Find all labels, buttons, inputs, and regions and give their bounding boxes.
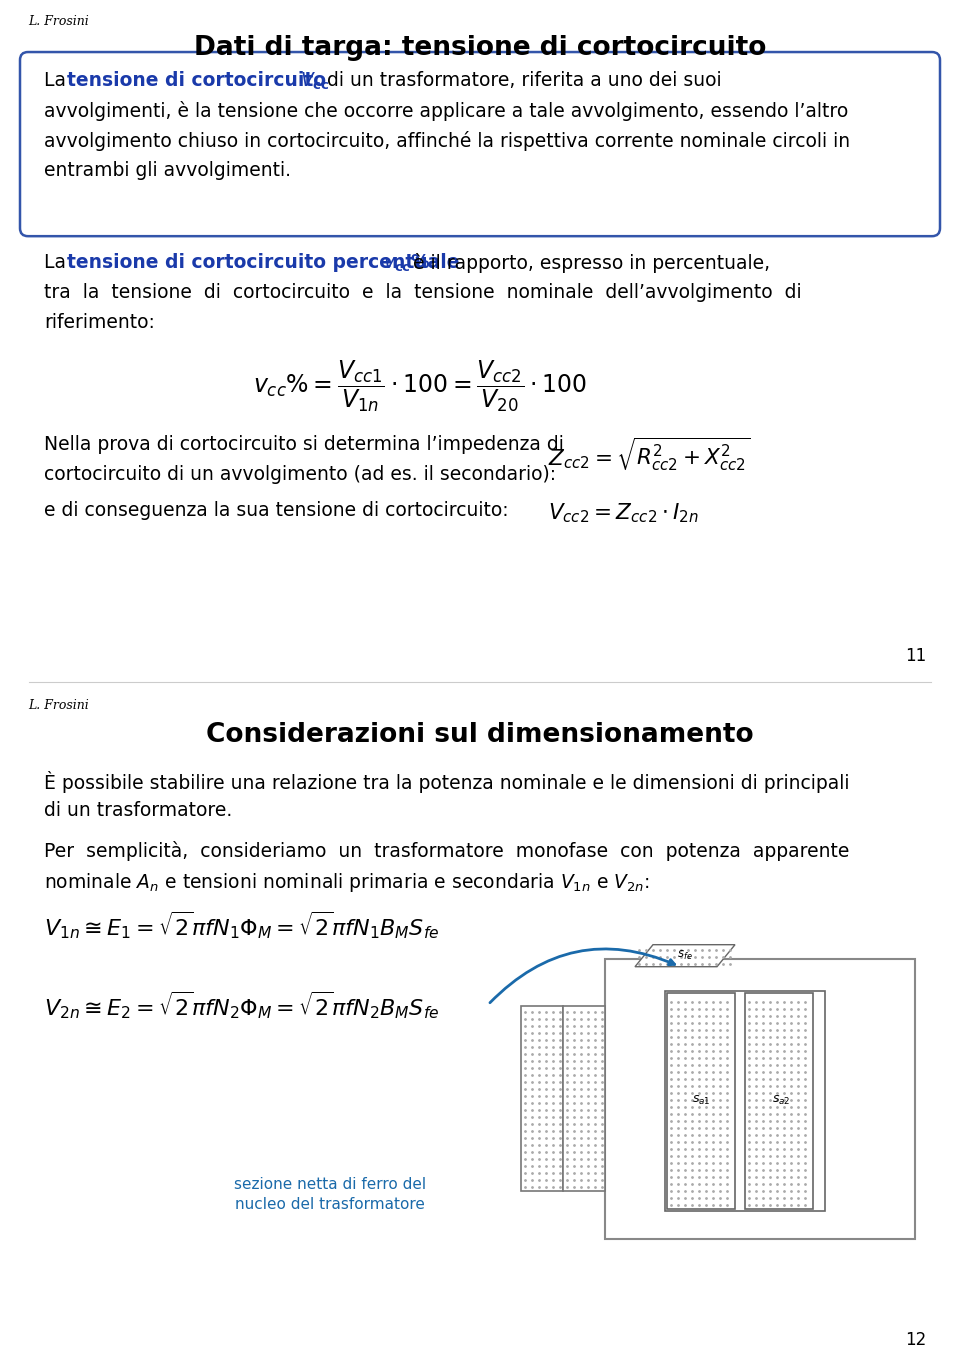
Text: di un trasformatore, riferita a uno dei suoi: di un trasformatore, riferita a uno dei … bbox=[327, 71, 722, 90]
Text: Nella prova di cortocircuito si determina l’impedenza di: Nella prova di cortocircuito si determin… bbox=[44, 435, 564, 454]
Text: $V_{cc2} = Z_{cc2} \cdot I_{2n}$: $V_{cc2} = Z_{cc2} \cdot I_{2n}$ bbox=[548, 502, 699, 525]
Text: $s_{fe}$: $s_{fe}$ bbox=[677, 949, 693, 962]
Text: sezione netta di ferro del: sezione netta di ferro del bbox=[234, 1177, 426, 1192]
Text: La: La bbox=[44, 71, 72, 90]
Text: Per  semplicità,  consideriamo  un  trasformatore  monofase  con  potenza  appar: Per semplicità, consideriamo un trasform… bbox=[44, 841, 850, 861]
Text: L. Frosini: L. Frosini bbox=[28, 15, 88, 27]
Text: Dati di targa: tensione di cortocircuito: Dati di targa: tensione di cortocircuito bbox=[194, 36, 766, 62]
Text: nominale $A_n$ e tensioni nominali primaria e secondaria $V_{1n}$ e $V_{2n}$:: nominale $A_n$ e tensioni nominali prima… bbox=[44, 871, 650, 894]
Bar bbox=[521, 1006, 563, 1191]
Text: cortocircuito di un avvolgimento (ad es. il secondario):: cortocircuito di un avvolgimento (ad es.… bbox=[44, 465, 556, 484]
Text: 12: 12 bbox=[905, 1331, 926, 1349]
FancyBboxPatch shape bbox=[20, 52, 940, 236]
Polygon shape bbox=[635, 945, 735, 966]
Text: avvolgimenti, è la tensione che occorre applicare a tale avvolgimento, essendo l: avvolgimenti, è la tensione che occorre … bbox=[44, 101, 849, 122]
Text: è il rapporto, espresso in percentuale,: è il rapporto, espresso in percentuale, bbox=[413, 253, 770, 273]
Text: avvolgimento chiuso in cortocircuito, affinché la rispettiva corrente nominale c: avvolgimento chiuso in cortocircuito, af… bbox=[44, 131, 851, 152]
Text: $\mathbf{\mathit{v}_{cc}\%}$: $\mathbf{\mathit{v}_{cc}\%}$ bbox=[383, 253, 430, 275]
Text: tensione di cortocircuito percentuale: tensione di cortocircuito percentuale bbox=[67, 253, 460, 272]
Text: $V_{1n} \cong E_1 = \sqrt{2}\pi f N_1 \Phi_M = \sqrt{2}\pi f N_1 B_M S_{fe}$: $V_{1n} \cong E_1 = \sqrt{2}\pi f N_1 \P… bbox=[44, 909, 440, 940]
Text: 11: 11 bbox=[905, 648, 926, 666]
Text: L. Frosini: L. Frosini bbox=[28, 699, 88, 711]
Text: Considerazioni sul dimensionamento: Considerazioni sul dimensionamento bbox=[206, 722, 754, 748]
Text: tensione di cortocircuito: tensione di cortocircuito bbox=[67, 71, 326, 90]
Text: $s_{a1}$: $s_{a1}$ bbox=[692, 1094, 710, 1107]
Text: riferimento:: riferimento: bbox=[44, 313, 155, 332]
Text: e di conseguenza la sua tensione di cortocircuito:: e di conseguenza la sua tensione di cort… bbox=[44, 502, 509, 521]
Text: entrambi gli avvolgimenti.: entrambi gli avvolgimenti. bbox=[44, 161, 291, 180]
Text: $v_{cc}\% = \dfrac{V_{cc1}}{V_{1n}} \cdot 100 = \dfrac{V_{cc2}}{V_{20}} \cdot 10: $v_{cc}\% = \dfrac{V_{cc1}}{V_{1n}} \cdo… bbox=[252, 358, 588, 414]
Text: $\mathbf{\mathit{V}_{cc}}$: $\mathbf{\mathit{V}_{cc}}$ bbox=[300, 71, 329, 93]
Bar bbox=[665, 991, 825, 1211]
Text: $Z_{cc2} = \sqrt{R_{cc2}^2 + X_{cc2}^2}$: $Z_{cc2} = \sqrt{R_{cc2}^2 + X_{cc2}^2}$ bbox=[548, 435, 751, 473]
Text: di un trasformatore.: di un trasformatore. bbox=[44, 801, 232, 820]
Bar bbox=[745, 992, 813, 1208]
Text: $V_{2n} \cong E_2 = \sqrt{2}\pi f N_2 \Phi_M = \sqrt{2}\pi f N_2 B_M S_{fe}$: $V_{2n} \cong E_2 = \sqrt{2}\pi f N_2 \P… bbox=[44, 988, 440, 1021]
Bar bbox=[563, 1006, 605, 1191]
Bar bbox=[605, 958, 915, 1239]
Text: $s_{a2}$: $s_{a2}$ bbox=[772, 1094, 790, 1107]
Text: È possibile stabilire una relazione tra la potenza nominale e le dimensioni di p: È possibile stabilire una relazione tra … bbox=[44, 771, 850, 793]
Text: La: La bbox=[44, 253, 72, 272]
Bar bbox=[667, 992, 735, 1208]
Text: tra  la  tensione  di  cortocircuito  e  la  tensione  nominale  dell’avvolgimen: tra la tensione di cortocircuito e la te… bbox=[44, 283, 802, 302]
Text: nucleo del trasformatore: nucleo del trasformatore bbox=[235, 1197, 425, 1213]
